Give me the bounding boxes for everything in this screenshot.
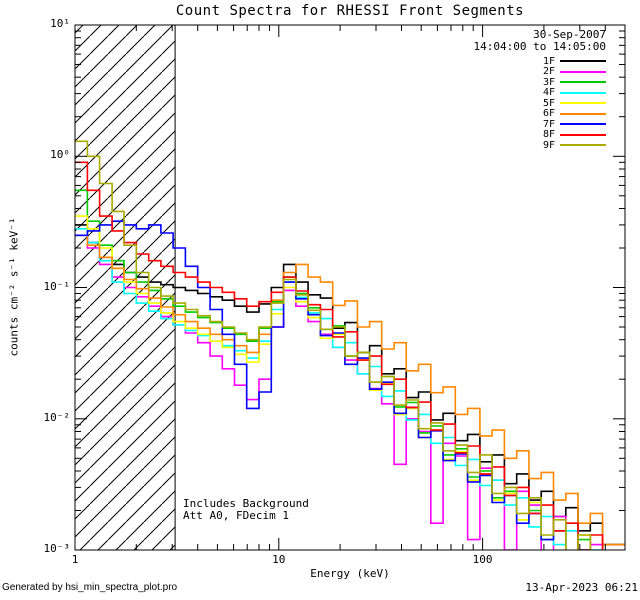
footer-timestamp: 13-Apr-2023 06:21 <box>525 581 638 594</box>
observation-date: 30-Sep-2007 <box>533 28 606 41</box>
legend-item-3F: 3F <box>543 77 606 88</box>
x-tick-label: 10 <box>272 553 286 566</box>
note-includes-background: Includes Background <box>183 497 309 510</box>
y-tick-label: 10⁰ <box>50 148 70 162</box>
x-axis-label: Energy (keV) <box>310 567 390 580</box>
y-tick-label: 10⁻³ <box>43 542 71 555</box>
legend-line-sample <box>560 91 606 94</box>
note-attenuator-state: Att A0, FDecim 1 <box>183 509 289 522</box>
legend-label: 8F <box>542 129 555 141</box>
legend-line-sample <box>560 123 606 126</box>
legend-label: 2F <box>542 66 555 78</box>
legend-label: 7F <box>542 118 555 130</box>
spectra-series <box>75 140 625 550</box>
footer-generator-text: Generated by hsi_min_spectra_plot.pro <box>2 582 178 593</box>
chart-title: Count Spectra for RHESSI Front Segments <box>175 3 525 19</box>
legend-line-sample <box>560 70 606 73</box>
legend-item-8F: 8F <box>542 129 606 141</box>
legend-item-1F: 1F <box>543 56 606 67</box>
plot-border <box>74 24 626 551</box>
legend-item-6F: 6F <box>542 108 606 120</box>
legend-line-sample <box>560 144 606 147</box>
legend-item-2F: 2F <box>542 66 606 78</box>
legend-line-sample <box>560 60 606 63</box>
legend-item-7F: 7F <box>543 119 606 130</box>
legend-line-sample <box>560 102 606 105</box>
legend-item-4F: 4F <box>542 87 606 99</box>
legend-line-sample <box>560 112 606 115</box>
legend-item-9F: 9F <box>543 140 606 151</box>
legend-label: 5F <box>542 97 555 109</box>
legend-label: 1F <box>542 55 555 67</box>
legend-label: 9F <box>542 139 555 151</box>
legend-line-sample <box>560 81 606 84</box>
legend-label: 4F <box>542 87 555 99</box>
y-tick-label: 10⁻¹ <box>43 279 71 293</box>
x-tick-label: 1 <box>71 553 79 566</box>
legend-label: 3F <box>542 76 555 88</box>
y-tick-label: 10⁻² <box>43 410 71 424</box>
x-tick-label: 100 <box>472 553 493 566</box>
legend: 1F 2F 3F 4F 5F 6F 7F 8F 9F <box>543 56 606 151</box>
legend-line-sample <box>560 133 606 136</box>
observation-time-range: 14:04:00 to 14:05:00 <box>473 40 606 53</box>
y-axis-label: counts cm⁻² s⁻¹ keV⁻¹ <box>7 217 21 357</box>
y-tick-label: 10¹ <box>50 17 70 30</box>
series-6F <box>75 234 625 546</box>
legend-label: 6F <box>542 108 555 120</box>
legend-item-5F: 5F <box>543 98 606 109</box>
series-9F <box>75 140 592 550</box>
